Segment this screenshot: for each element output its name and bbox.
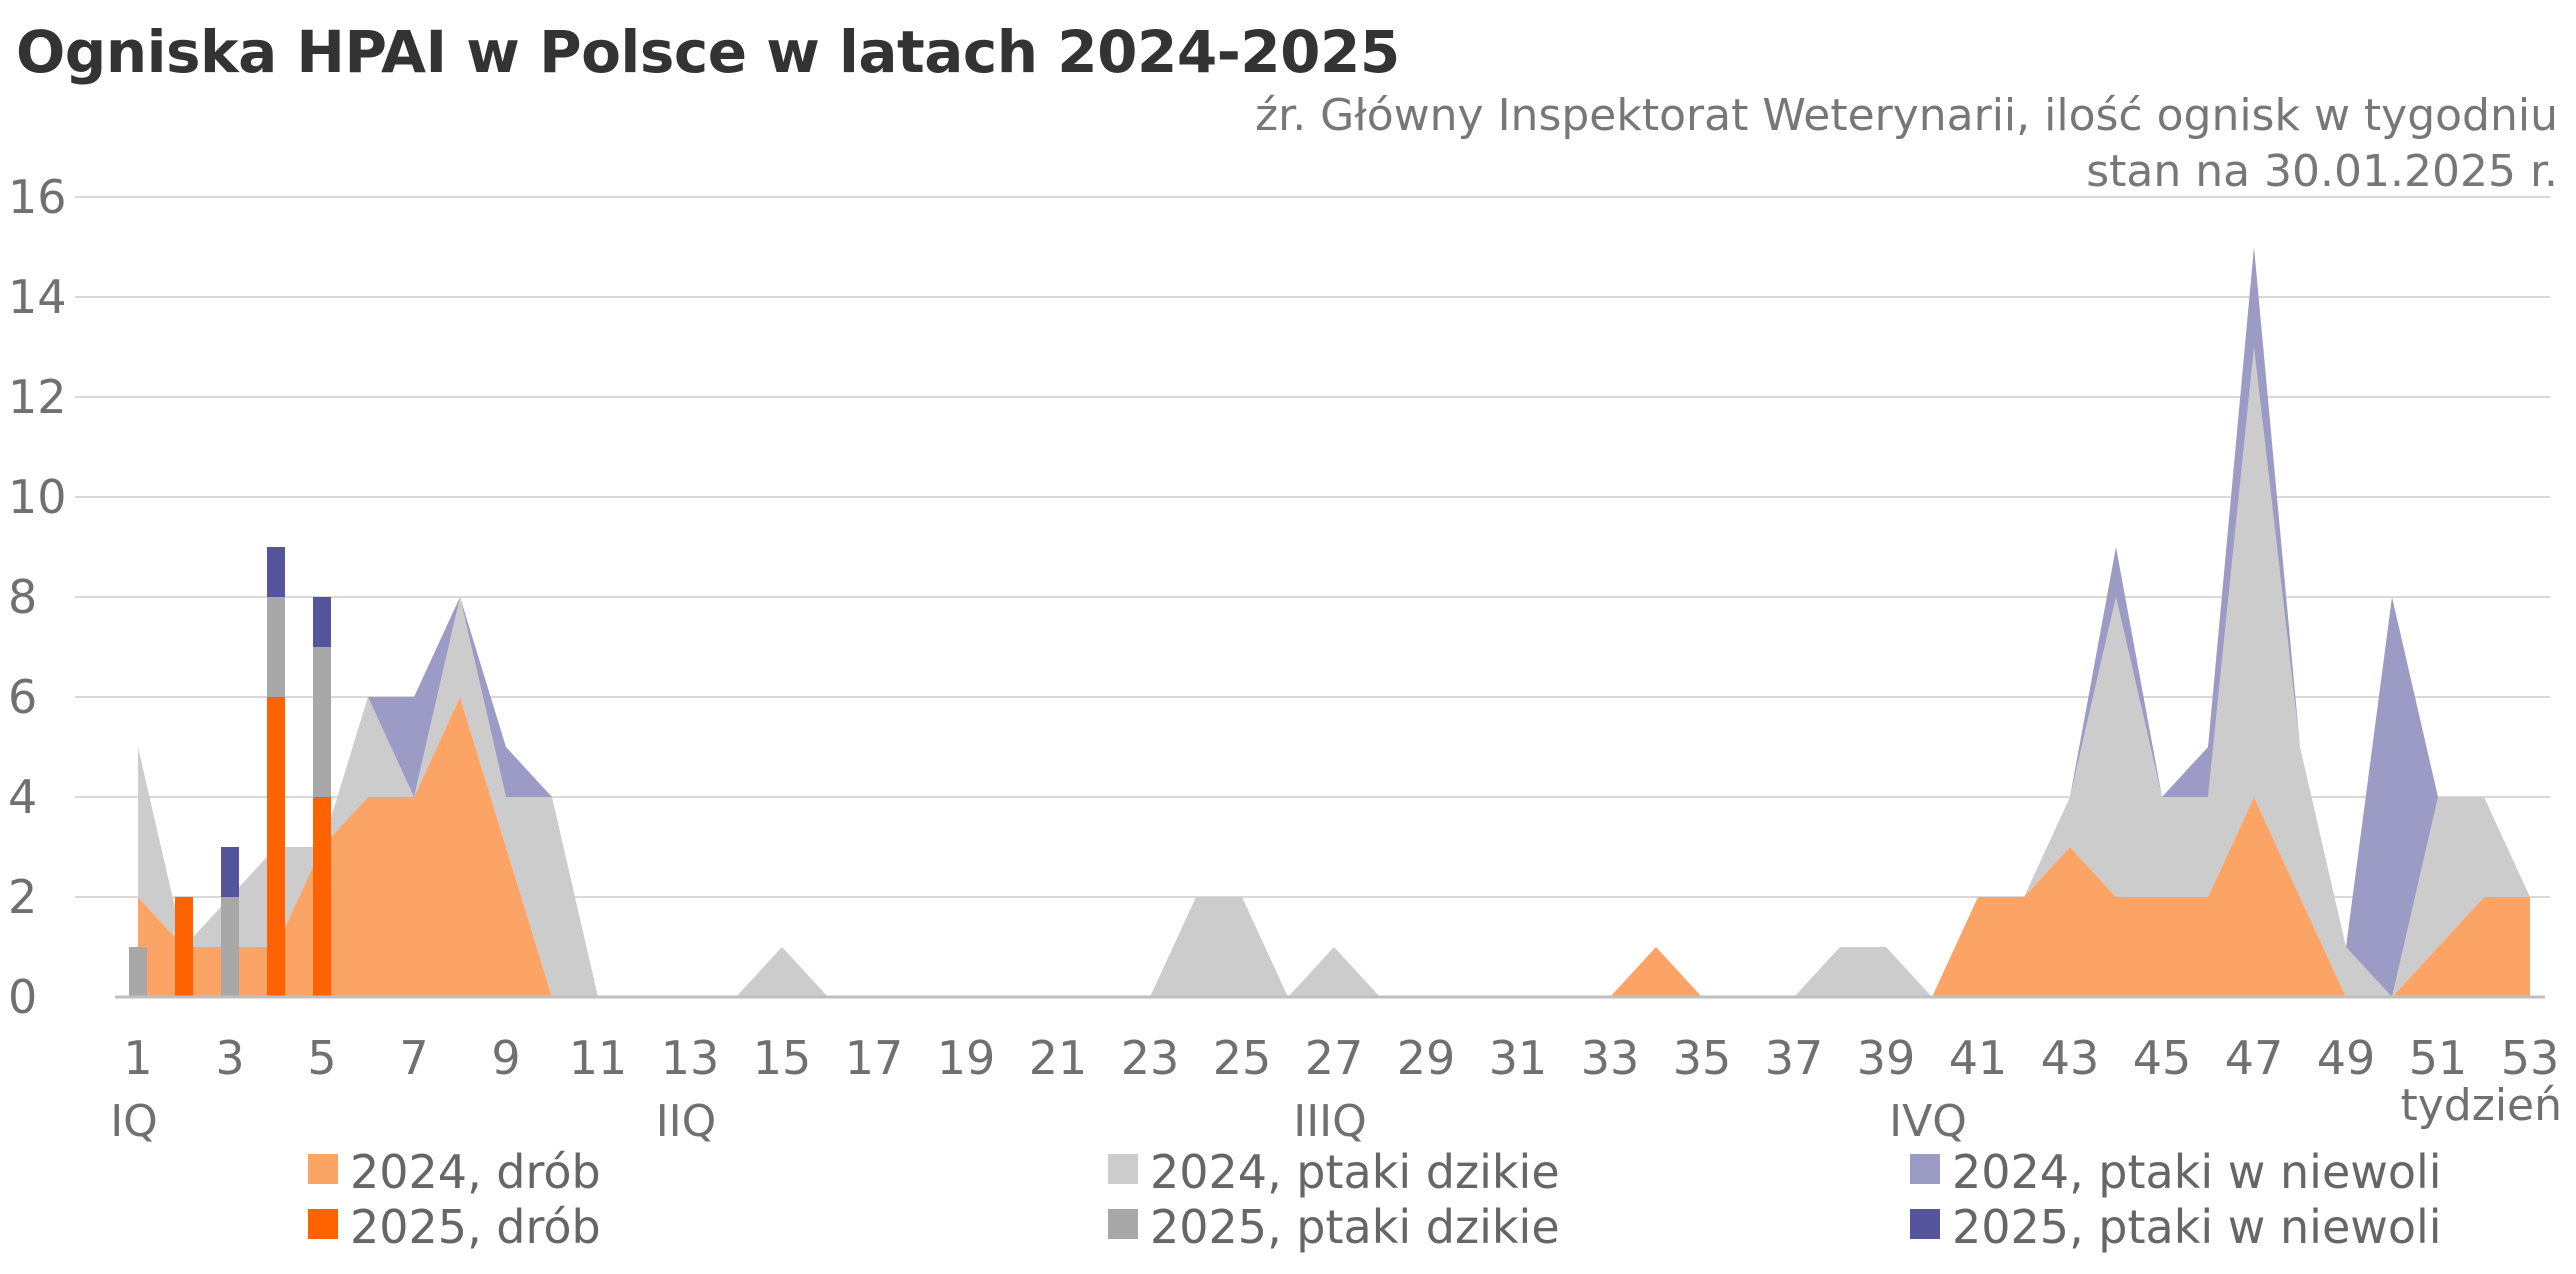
x-tick-label: 39 [1857, 1031, 1916, 1085]
bar-week-5-s1 [313, 797, 331, 997]
legend-label: 2024, drób [350, 1145, 601, 1199]
quarter-label: IIQ [656, 1096, 717, 1147]
bar-week-5-s3 [313, 597, 331, 647]
x-tick-label: 19 [937, 1031, 996, 1085]
legend-label: 2025, ptaki w niewoli [1952, 1200, 2442, 1254]
x-tick-label: 49 [2317, 1031, 2376, 1085]
x-tick-label: 23 [1121, 1031, 1180, 1085]
bar-week-5-s2 [313, 647, 331, 797]
x-tick-label: 27 [1305, 1031, 1364, 1085]
x-tick-label: 41 [1949, 1031, 2008, 1085]
x-axis-label: tydzień [2401, 1080, 2563, 1131]
x-tick-label: 53 [2501, 1031, 2560, 1085]
y-tick-label: 12 [8, 370, 67, 424]
quarter-label: IQ [110, 1096, 158, 1147]
chart-title: Ogniska HPAI w Polsce w latach 2024-2025 [16, 18, 1400, 86]
x-tick-label: 29 [1397, 1031, 1456, 1085]
legend-label: 2024, ptaki w niewoli [1952, 1145, 2442, 1199]
legend: 2024, drób 2024, ptaki dzikie 2024, ptaki … [308, 1145, 2442, 1254]
y-tick-label: 16 [8, 170, 67, 224]
x-tick-label: 33 [1581, 1031, 1640, 1085]
x-tick-label: 45 [2133, 1031, 2192, 1085]
legend-label: 2025, drób [350, 1200, 601, 1254]
quarter-label: IVQ [1889, 1096, 1967, 1147]
subtitle-line-source: źr. Główny Inspektorat Weterynarii, iloś… [1255, 90, 2558, 141]
legend-swatch [1108, 1154, 1138, 1184]
x-tick-label: 51 [2409, 1031, 2468, 1085]
bar-week-3-s3 [221, 847, 239, 897]
legend-label: 2024, ptaki dzikie [1150, 1145, 1560, 1199]
y-axis-ticks: 0 2 4 6 8 10 12 14 16 [8, 170, 67, 1024]
bar-week-1-s2 [129, 947, 147, 997]
bar-week-3-s2 [221, 897, 239, 997]
x-tick-label: 5 [307, 1031, 336, 1085]
x-axis-ticks: 1 3 5 7 9 11 13 15 17 19 21 23 25 27 29 31 33 35 37 39 41 43 4… [123, 1031, 2559, 1085]
subtitle-line-date: stan na 30.01.2025 r. [2086, 146, 2558, 197]
x-tick-label: 15 [753, 1031, 812, 1085]
legend-swatch [1910, 1209, 1940, 1239]
x-tick-label: 37 [1765, 1031, 1824, 1085]
bar-series [129, 547, 331, 997]
chart-subtitle: źr. Główny Inspektorat Weterynarii, iloś… [1255, 88, 2558, 200]
area-series [138, 247, 2530, 997]
legend-swatch [1108, 1209, 1138, 1239]
y-tick-label: 14 [8, 270, 67, 324]
legend-swatch [1910, 1154, 1940, 1184]
x-tick-label: 1 [123, 1031, 152, 1085]
quarter-label: IIIQ [1293, 1096, 1367, 1147]
y-tick-label: 4 [8, 770, 37, 824]
x-tick-label: 35 [1673, 1031, 1732, 1085]
x-tick-label: 31 [1489, 1031, 1548, 1085]
x-tick-label: 11 [569, 1031, 628, 1085]
y-tick-label: 6 [8, 670, 37, 724]
legend-swatch [308, 1209, 338, 1239]
x-tick-label: 43 [2041, 1031, 2100, 1085]
y-tick-label: 0 [8, 970, 37, 1024]
y-tick-label: 10 [8, 470, 67, 524]
y-tick-label: 8 [8, 570, 37, 624]
x-tick-label: 25 [1213, 1031, 1272, 1085]
bar-week-4-s1 [267, 697, 285, 997]
bar-week-4-s3 [267, 547, 285, 597]
x-tick-label: 9 [491, 1031, 520, 1085]
x-tick-label: 17 [845, 1031, 904, 1085]
quarter-labels: IQ IIQ IIIQ IVQ [110, 1096, 1967, 1147]
area-series-1 [138, 697, 2530, 997]
legend-swatch [308, 1154, 338, 1184]
x-tick-label: 13 [661, 1031, 720, 1085]
bar-week-2-s1 [175, 897, 193, 997]
x-tick-label: 7 [399, 1031, 428, 1085]
x-tick-label: 47 [2225, 1031, 2284, 1085]
x-tick-label: 21 [1029, 1031, 1088, 1085]
bar-week-4-s2 [267, 597, 285, 697]
legend-label: 2025, ptaki dzikie [1150, 1200, 1560, 1254]
x-tick-label: 3 [215, 1031, 244, 1085]
y-tick-label: 2 [8, 870, 37, 924]
